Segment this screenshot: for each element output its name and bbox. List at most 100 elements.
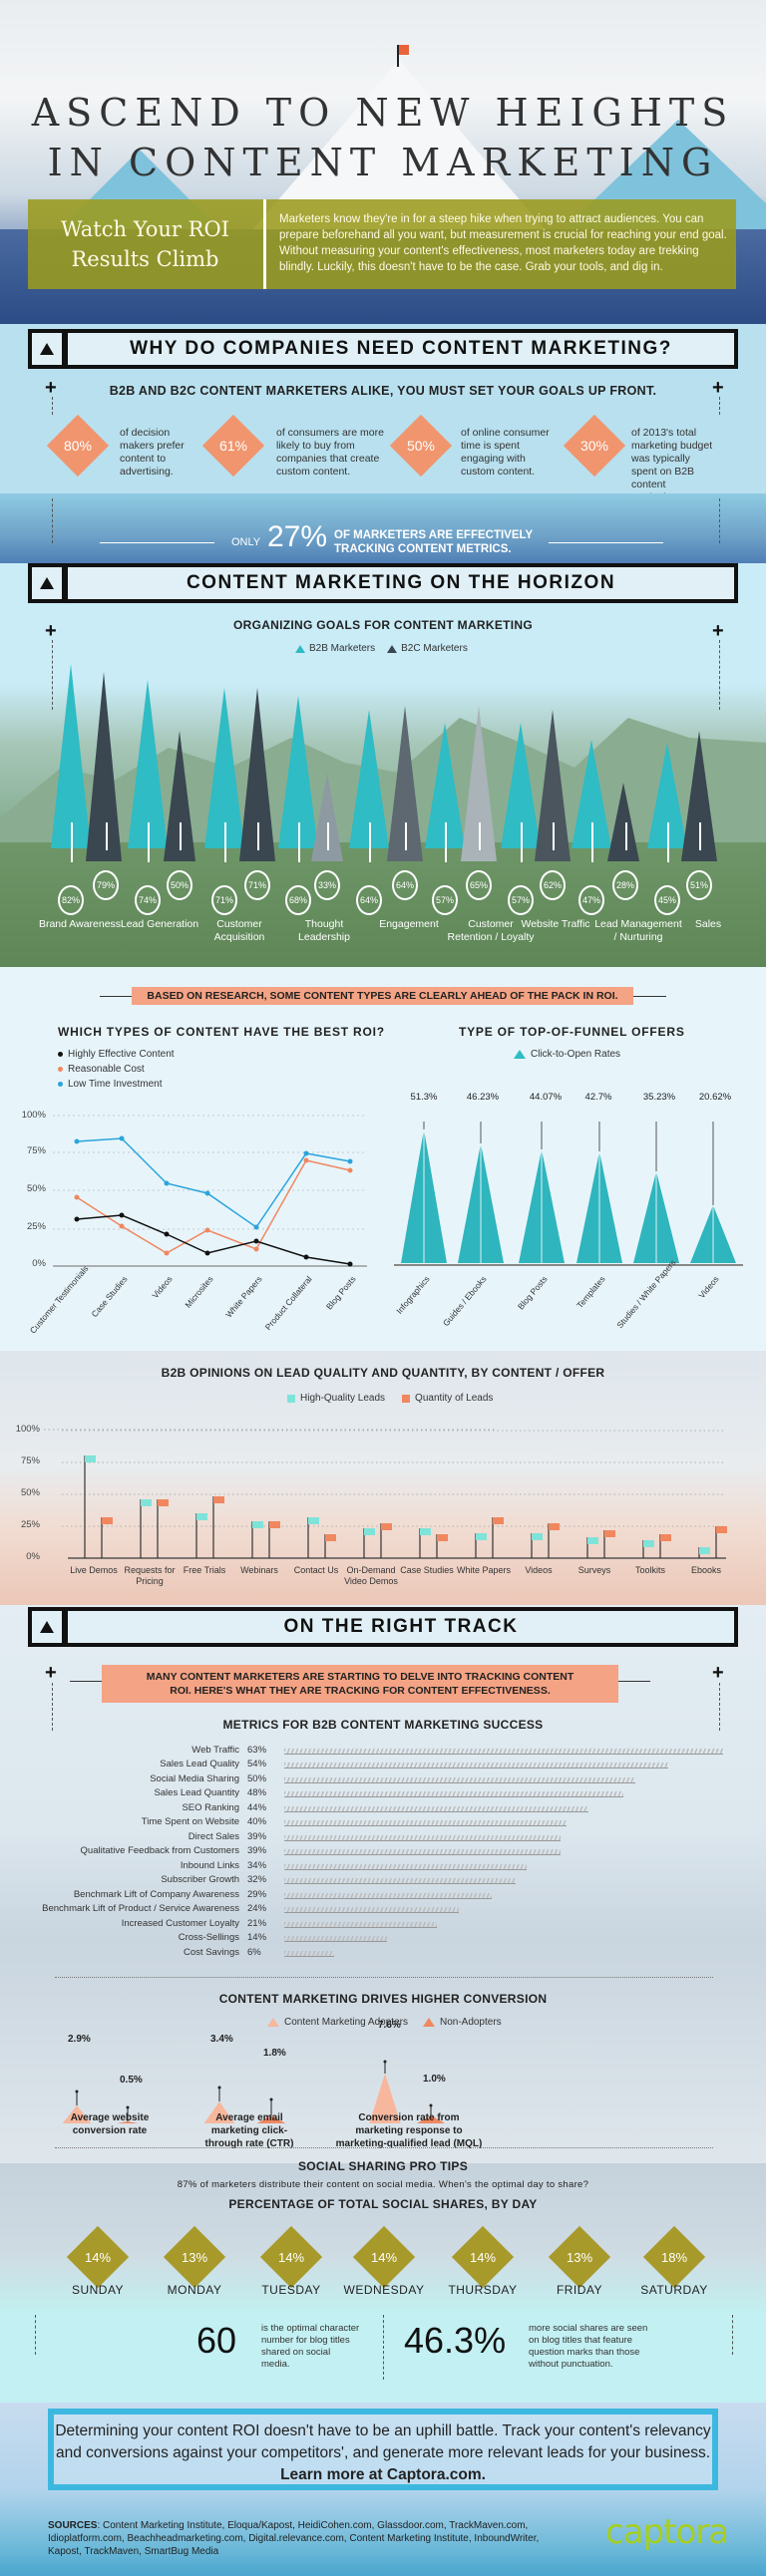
tracking-banner: MANY CONTENT MARKETERS ARE STARTING TO D… (102, 1665, 618, 1703)
connector-line (632, 996, 666, 997)
chart-title: ORGANIZING GOALS FOR CONTENT MARKETING (232, 618, 534, 632)
dashed-line (719, 1683, 720, 1731)
only-stat: 27% (267, 520, 328, 553)
value-badge: 65% (466, 870, 492, 900)
day-diamond: 13% (163, 2225, 226, 2289)
metric-row: Cost Savings 6% (0, 1947, 766, 1961)
triangle-icon (40, 577, 54, 589)
x-axis-label: Contact Us (293, 1565, 339, 1575)
x-axis-label: Videos (525, 1565, 553, 1575)
subtitle: Watch Your ROI Results Climb (61, 217, 229, 271)
metric-row: Social Media Sharing 50% (0, 1773, 766, 1787)
plus-icon: + (45, 377, 57, 399)
stat-diamond: 61% (201, 414, 265, 478)
stat-diamond: 30% (563, 414, 626, 478)
value-badge: 50% (167, 870, 192, 900)
connector-line (618, 1681, 650, 1682)
fact-value: 60 (196, 2320, 237, 2361)
metric-row: Inbound Links 34% (0, 1860, 766, 1874)
plus-icon: + (45, 1662, 57, 1684)
connector-line (100, 542, 214, 543)
legend-item: High-Quality Leads Quantity of Leads (287, 1393, 493, 1404)
orange-dot-icon (58, 1067, 63, 1072)
chart-title: METRICS FOR B2B CONTENT MARKETING SUCCES… (222, 1718, 544, 1732)
dashed-line (719, 397, 720, 415)
cta-box: Determining your content ROI doesn't hav… (48, 2409, 718, 2490)
section-title: CONTENT MARKETING ON THE HORIZON (68, 567, 734, 599)
value-badge: 79% (93, 870, 119, 900)
b2c-spike-brand-awareness (86, 672, 122, 861)
b2b-triangle-icon (295, 644, 305, 653)
metric-row: Sales Lead Quantity 48% (0, 1787, 766, 1801)
value-badge: 82% (58, 885, 84, 915)
captora-link[interactable]: Learn more at Captora.com. (280, 2466, 486, 2483)
x-axis-label: Requests for Pricing (124, 1565, 176, 1586)
goal-label: Lead Management / Nurturing (594, 918, 682, 943)
section-title: WHY DO COMPANIES NEED CONTENT MARKETING? (68, 333, 734, 365)
dashed-line (383, 2315, 384, 2380)
metric-row: Direct Sales 39% (0, 1831, 766, 1845)
dashed-line (719, 640, 720, 710)
day-diamond: 13% (548, 2225, 611, 2289)
section-header-right-track: ON THE RIGHT TRACK (28, 1607, 738, 1647)
dashed-line (52, 1683, 53, 1731)
value-badge: 45% (654, 885, 680, 915)
goal-label: Customer Acquisition (213, 918, 265, 943)
roi-banner: BASED ON RESEARCH, SOME CONTENT TYPES AR… (132, 987, 633, 1005)
chart-legend: B2B Marketers B2C Marketers (295, 643, 468, 654)
metric-row: Qualitative Feedback from Customers 39% (0, 1845, 766, 1859)
x-axis-label: White Papers (456, 1565, 512, 1575)
b2b-spike-lead-generation (128, 680, 168, 848)
orange-triangle-icon (422, 2018, 435, 2027)
b2b-spike-customer-acquisition (204, 688, 244, 848)
metric-row: Cross-Sellings 14% (0, 1932, 766, 1946)
triangle-icon (40, 1621, 54, 1633)
goal-label: Customer Retention / Loyalty (447, 918, 535, 943)
metric-row: Increased Customer Loyalty 21% (0, 1918, 766, 1932)
legend-item: Low Time Investment (58, 1079, 162, 1090)
metric-row: Sales Lead Quality 54% (0, 1759, 766, 1772)
section-header-why: WHY DO COMPANIES NEED CONTENT MARKETING? (28, 329, 738, 369)
flag-icon (399, 45, 409, 55)
roi-line-chart (53, 1115, 367, 1267)
funnel-spike-chart (401, 1122, 736, 1263)
plus-icon: + (712, 1662, 724, 1684)
goal-label: Brand Awareness (38, 918, 122, 930)
value-badge: 47% (578, 885, 604, 915)
b2b-spike-brand-awareness (51, 664, 91, 848)
dotted-divider (55, 1977, 713, 1978)
stat-diamond: 80% (46, 414, 110, 478)
stat-diamond: 50% (389, 414, 453, 478)
intro-text: Marketers know they're in for a steep hi… (279, 213, 727, 273)
roi-section (0, 967, 766, 1351)
captora-logo[interactable]: captora (605, 2512, 729, 2552)
x-axis-label: Live Demos (70, 1565, 118, 1575)
dashed-line (52, 498, 53, 543)
day-diamond: 14% (66, 2225, 130, 2289)
blue-dot-icon (58, 1082, 63, 1087)
teal-triangle-icon (514, 1050, 526, 1059)
intro-panel: Watch Your ROI Results Climb Marketers kn… (28, 199, 736, 289)
conversion-spike-chart (62, 2060, 446, 2123)
legend-item: Highly Effective Content (58, 1049, 175, 1060)
dashed-line (35, 2315, 36, 2355)
plus-icon: + (712, 620, 724, 642)
mountain-band (0, 493, 766, 563)
goal-label: Sales (694, 918, 722, 930)
value-badge: 68% (285, 885, 311, 915)
subheading: B2B AND B2C CONTENT MARKETERS ALIKE, YOU… (109, 384, 657, 398)
connector-line (70, 1681, 102, 1682)
hero-banner: ASCEND TO NEW HEIGHTS IN CONTENT MARKETI… (0, 0, 766, 324)
value-badge: 71% (244, 870, 270, 900)
b2c-spike-lead-management (607, 783, 639, 861)
dashed-line (52, 397, 53, 415)
fact-value: 46.3% (404, 2320, 507, 2361)
x-axis-label: Case Studies (400, 1565, 454, 1575)
value-badge: 74% (135, 885, 161, 915)
connector-line (549, 542, 663, 543)
value-badge: 64% (356, 885, 382, 915)
orange-square-icon (402, 1394, 411, 1403)
value-badge: 33% (314, 870, 340, 900)
metric-row: Time Spent on Website 40% (0, 1816, 766, 1830)
legend-item: Reasonable Cost (58, 1064, 145, 1075)
